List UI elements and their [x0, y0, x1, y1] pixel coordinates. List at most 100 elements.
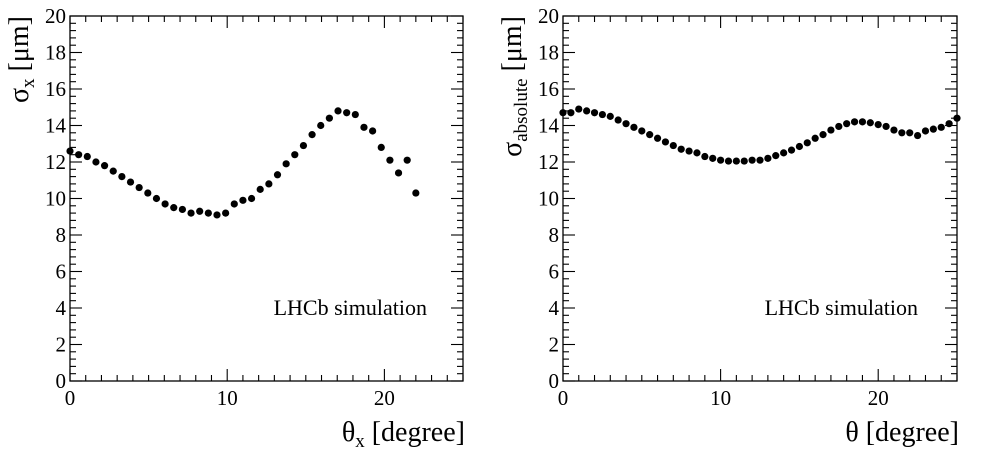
data-point	[152, 194, 161, 203]
y-tick-label: 6	[56, 260, 67, 284]
data-point	[583, 107, 591, 115]
data-point	[170, 204, 178, 212]
y-axis-symbol: σ	[497, 142, 528, 157]
y-tick-label: 16	[538, 77, 559, 101]
x-tick-label: 20	[868, 386, 889, 410]
data-point	[638, 127, 646, 135]
y-tick-label: 20	[45, 4, 66, 28]
data-point	[360, 123, 368, 131]
y-axis-unit: [μm]	[4, 16, 35, 78]
data-point	[732, 157, 740, 165]
data-point	[717, 156, 725, 164]
y-axis-symbol: σ	[4, 88, 35, 103]
data-point	[343, 109, 351, 117]
data-point	[109, 167, 117, 175]
x-axis-title: θ [degree]	[845, 417, 959, 448]
y-tick-label: 8	[56, 223, 67, 247]
data-point	[222, 209, 230, 217]
y-axis-title: σx [μm]	[4, 16, 39, 103]
right-panel: 0 2 4 6 8 10 12 14 16 18 20 0 10 20 θ [degree] σabsolut…	[497, 4, 961, 448]
y-tick-label: 12	[45, 150, 66, 174]
y-tick-label: 10	[45, 187, 66, 211]
data-point	[740, 157, 748, 165]
data-point	[239, 196, 247, 204]
data-point	[701, 152, 709, 161]
y-tick-label: 18	[45, 41, 66, 65]
x-tick-label: 10	[710, 386, 731, 410]
y-tick-label: 0	[56, 369, 67, 393]
data-point	[858, 118, 867, 126]
x-axis-unit: [degree]	[365, 417, 465, 448]
y-tick-label: 8	[549, 223, 560, 247]
data-point	[92, 158, 100, 166]
data-point	[866, 119, 874, 127]
data-point	[256, 185, 264, 193]
data-point	[772, 152, 780, 160]
data-point	[100, 162, 109, 170]
x-axis-symbol: θ	[845, 417, 858, 448]
data-point	[187, 209, 195, 217]
data-point	[937, 123, 945, 131]
data-point	[835, 122, 843, 131]
data-point	[685, 147, 693, 155]
data-point	[590, 109, 599, 117]
data-point	[780, 149, 788, 157]
y-tick-label: 2	[549, 333, 560, 357]
data-point	[827, 126, 835, 134]
data-point	[247, 194, 256, 203]
y-axis-unit: [μm]	[497, 16, 528, 78]
data-point	[204, 209, 212, 217]
y-tick-label: 12	[538, 150, 559, 174]
data-point	[709, 154, 717, 162]
data-point	[75, 151, 83, 159]
data-point	[126, 178, 135, 186]
x-axis-subscript: x	[355, 431, 365, 450]
data-point	[213, 211, 221, 219]
data-point	[83, 152, 91, 161]
data-point	[135, 183, 143, 192]
data-point	[412, 189, 420, 197]
data-point	[265, 180, 273, 188]
data-point	[945, 120, 953, 128]
data-point	[764, 154, 772, 162]
y-tick-label: 4	[549, 296, 560, 320]
data-point	[598, 110, 607, 119]
data-point	[914, 131, 922, 140]
data-point	[118, 173, 126, 181]
data-point	[748, 156, 756, 164]
data-point	[646, 131, 654, 139]
data-point	[850, 118, 859, 126]
data-point	[874, 120, 882, 129]
y-tick-label: 16	[45, 77, 66, 101]
data-point	[929, 125, 937, 133]
data-point	[811, 134, 819, 142]
lhcb-simulation-label: LHCb simulation	[274, 295, 427, 320]
x-axis-title: θx [degree]	[342, 417, 465, 450]
data-point	[669, 141, 677, 150]
data-point	[299, 141, 308, 150]
y-axis-subscript: x	[18, 78, 39, 88]
data-point	[756, 156, 764, 164]
y-tick-label: 14	[45, 114, 67, 138]
data-point	[622, 120, 630, 128]
x-tick-label: 20	[374, 386, 395, 410]
data-point	[403, 156, 411, 164]
y-tick-label: 4	[56, 296, 67, 320]
data-point	[317, 121, 325, 130]
data-point	[394, 169, 403, 177]
data-point	[325, 114, 333, 122]
plot-frame	[562, 15, 958, 382]
x-tick-label: 0	[558, 386, 569, 410]
x-axis-symbol: θ	[342, 417, 355, 448]
data-point	[606, 112, 614, 120]
data-point	[559, 109, 567, 117]
data-point	[906, 129, 914, 137]
data-point	[843, 120, 851, 128]
data-point	[890, 126, 898, 134]
lhcb-simulation-label: LHCb simulation	[765, 295, 918, 320]
data-point	[196, 207, 204, 215]
data-point	[144, 189, 152, 197]
data-point	[921, 127, 930, 135]
